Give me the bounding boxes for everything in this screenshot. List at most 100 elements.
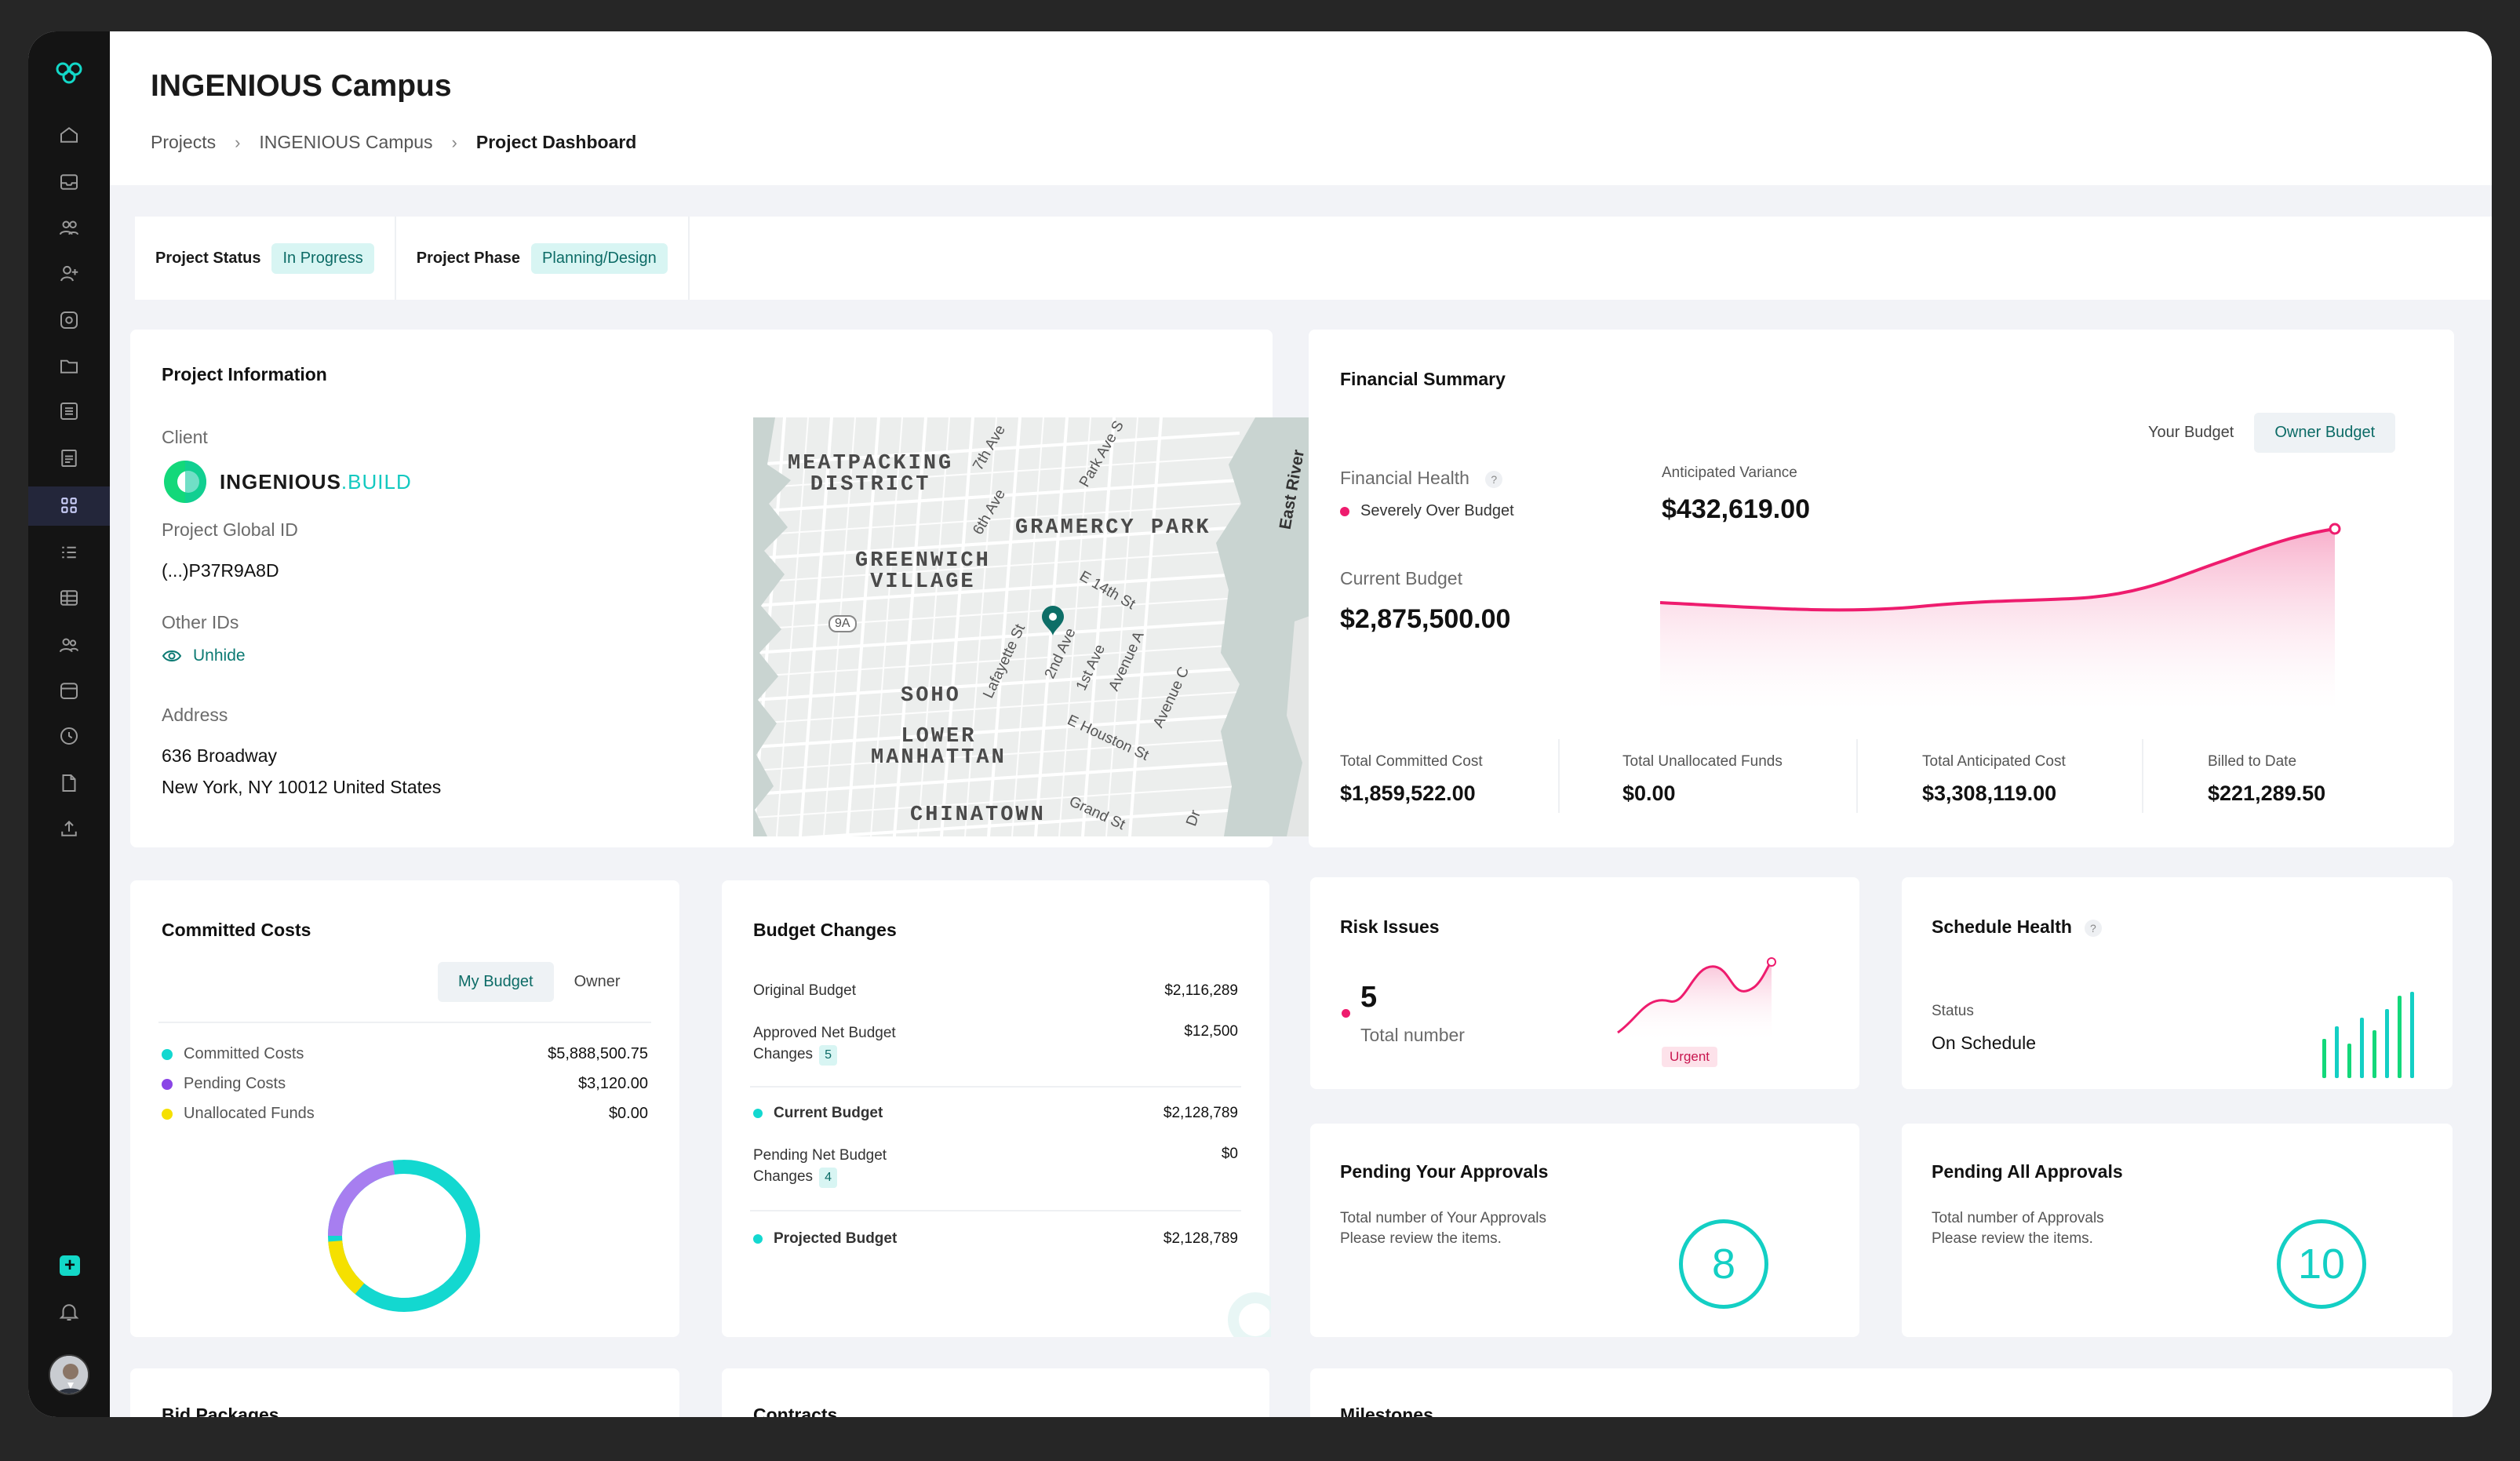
pending-count-badge[interactable]: 4 bbox=[819, 1167, 837, 1188]
my-budget-tab[interactable]: My Budget bbox=[438, 962, 554, 1002]
add-user-icon[interactable] bbox=[53, 257, 85, 289]
global-id-label: Project Global ID bbox=[162, 519, 298, 540]
owner-budget-tab[interactable]: Owner Budget bbox=[2254, 413, 2396, 453]
approved-label-1: Approved Net Budget bbox=[753, 1025, 896, 1041]
pending-your-count[interactable]: 8 bbox=[1679, 1219, 1768, 1309]
risk-issues-title: Risk Issues bbox=[1340, 916, 1440, 937]
metric-label-anticipated: Total Anticipated Cost bbox=[1922, 753, 2066, 770]
schedule-bar bbox=[2347, 1044, 2351, 1078]
logo-icon[interactable] bbox=[52, 55, 86, 89]
map-label-chinatown: CHINATOWN bbox=[910, 803, 1046, 827]
current-budget-label: Current Budget bbox=[1340, 568, 1462, 588]
schedule-health-title: Schedule Health? bbox=[1932, 916, 2102, 938]
pending-your-line2: Please review the items. bbox=[1340, 1230, 1502, 1247]
variance-area bbox=[1660, 529, 2335, 709]
pending-all-count[interactable]: 10 bbox=[2277, 1219, 2366, 1309]
breadcrumb-projects[interactable]: Projects bbox=[151, 132, 217, 152]
people-icon[interactable] bbox=[53, 629, 85, 661]
pending-your-approvals-card: Pending Your Approvals Total number of Y… bbox=[1310, 1124, 1859, 1337]
report-icon[interactable] bbox=[53, 443, 85, 474]
home-icon[interactable] bbox=[53, 119, 85, 151]
chevron-right-icon: › bbox=[451, 132, 457, 152]
committed-donut-chart[interactable] bbox=[323, 1155, 485, 1317]
team-icon[interactable] bbox=[53, 212, 85, 243]
checklist-icon[interactable] bbox=[53, 537, 85, 568]
projected-budget-dot bbox=[753, 1233, 763, 1244]
chevron-right-icon: › bbox=[235, 132, 241, 152]
settings-icon[interactable] bbox=[53, 304, 85, 336]
pending-all-approvals-card: Pending All Approvals Total number of Ap… bbox=[1902, 1124, 2453, 1337]
donut-pending bbox=[328, 1160, 480, 1312]
inbox-icon[interactable] bbox=[53, 166, 85, 198]
risk-issues-card: Risk Issues 5 Total number Urgent bbox=[1310, 877, 1859, 1089]
map[interactable]: MEATPACKING DISTRICT GRAMERCY PARK GREEN… bbox=[753, 417, 1338, 836]
variance-value: $432,619.00 bbox=[1662, 494, 1811, 524]
table-icon[interactable] bbox=[53, 582, 85, 614]
schedule-status-value: On Schedule bbox=[1932, 1033, 2036, 1053]
help-icon[interactable]: ? bbox=[1485, 470, 1503, 488]
calendar-icon[interactable] bbox=[53, 675, 85, 706]
projected-budget-label: Projected Budget bbox=[774, 1230, 898, 1247]
approved-count-badge[interactable]: 5 bbox=[819, 1044, 837, 1066]
global-id-value: (...)P37R9A8D bbox=[162, 560, 279, 581]
pending-all-title: Pending All Approvals bbox=[1932, 1161, 2123, 1182]
pending-your-line1: Total number of Your Approvals bbox=[1340, 1210, 1547, 1226]
schedule-bar bbox=[2398, 996, 2402, 1078]
client-logo-icon bbox=[164, 461, 206, 503]
original-budget-value: $2,116,289 bbox=[1164, 982, 1238, 999]
eye-icon bbox=[162, 650, 182, 661]
client-logo: INGENIOUS .BUILD bbox=[162, 458, 412, 505]
projected-budget-value: $2,128,789 bbox=[1163, 1230, 1238, 1247]
approved-changes-row: Approved Net Budget Changes 5 $12,500 bbox=[753, 1023, 1238, 1066]
status-dot bbox=[1340, 506, 1349, 516]
project-info-title: Project Information bbox=[162, 364, 327, 384]
project-phase: Project Phase Planning/Design bbox=[396, 217, 690, 300]
pending-your-title: Pending Your Approvals bbox=[1340, 1161, 1549, 1182]
risk-sparkline[interactable] bbox=[1615, 948, 1779, 1042]
unhide-button[interactable]: Unhide bbox=[162, 647, 246, 665]
document-icon[interactable] bbox=[53, 767, 85, 799]
donut-unallocated bbox=[328, 1160, 480, 1312]
pending-value: $0 bbox=[1221, 1146, 1238, 1162]
owner-tab[interactable]: Owner bbox=[574, 973, 621, 990]
plus-icon[interactable]: + bbox=[60, 1255, 80, 1276]
variance-label: Anticipated Variance bbox=[1662, 465, 1797, 481]
folder-icon[interactable] bbox=[53, 350, 85, 381]
map-label-greenwich: GREENWICH VILLAGE bbox=[855, 549, 991, 594]
map-pin-icon[interactable] bbox=[1039, 606, 1067, 637]
financial-health-text: Financial Health bbox=[1340, 468, 1469, 488]
schedule-bar-chart[interactable] bbox=[2318, 979, 2427, 1081]
financial-health-status: Severely Over Budget bbox=[1340, 502, 1514, 520]
project-phase-badge[interactable]: Planning/Design bbox=[531, 242, 668, 274]
client-label: Client bbox=[162, 427, 208, 447]
schedule-bar bbox=[2373, 1030, 2376, 1078]
decorative-ring bbox=[1228, 1292, 1271, 1337]
divider bbox=[1558, 739, 1560, 813]
legend-value: $3,120.00 bbox=[578, 1075, 648, 1092]
variance-point[interactable] bbox=[2329, 523, 2341, 535]
metric-value-committed: $1,859,522.00 bbox=[1340, 782, 1476, 805]
breadcrumb-campus[interactable]: INGENIOUS Campus bbox=[259, 132, 433, 152]
legend-label: Pending Costs bbox=[184, 1075, 286, 1092]
list-icon[interactable] bbox=[53, 395, 85, 427]
divider bbox=[2142, 739, 2143, 813]
your-budget-tab[interactable]: Your Budget bbox=[2148, 424, 2234, 441]
dashboard-icon[interactable] bbox=[53, 490, 85, 521]
avatar[interactable] bbox=[49, 1354, 89, 1395]
variance-line bbox=[1660, 527, 2336, 612]
pending-changes-row: Pending Net Budget Changes 4 $0 bbox=[753, 1146, 1238, 1188]
help-icon[interactable]: ? bbox=[2084, 919, 2102, 937]
project-status-badge[interactable]: In Progress bbox=[271, 242, 374, 274]
clock-icon[interactable] bbox=[53, 720, 85, 752]
pending-dot bbox=[162, 1078, 173, 1090]
client-logo-suffix: .BUILD bbox=[340, 469, 412, 494]
pending-label-1: Pending Net Budget bbox=[753, 1147, 887, 1164]
project-phase-label: Project Phase bbox=[416, 249, 521, 267]
unhide-label: Unhide bbox=[193, 647, 246, 665]
upload-icon[interactable] bbox=[53, 813, 85, 844]
schedule-status-label: Status bbox=[1932, 1003, 1974, 1019]
original-budget-row: Original Budget $2,116,289 bbox=[753, 982, 1238, 1000]
risk-count: 5 bbox=[1360, 981, 1378, 1014]
legend-value: $5,888,500.75 bbox=[548, 1045, 648, 1062]
bell-icon[interactable] bbox=[53, 1296, 85, 1328]
